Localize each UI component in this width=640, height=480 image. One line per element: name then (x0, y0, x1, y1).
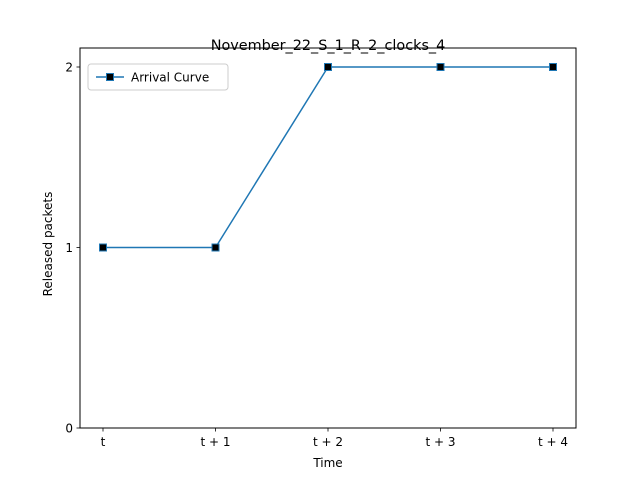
x-tick-label: t + 3 (425, 435, 455, 449)
legend-box (87, 63, 229, 91)
x-axis-label: Time (312, 456, 342, 470)
data-point-marker (99, 243, 107, 252)
legend-marker-swatch (106, 73, 114, 81)
y-tick-label: 1 (65, 241, 73, 255)
y-axis-label: Released packets (41, 192, 55, 297)
x-tick-label: t + 4 (538, 435, 568, 449)
data-point-marker (436, 63, 445, 71)
data-point-marker (324, 63, 332, 71)
data-point-marker (211, 243, 220, 252)
chart-title: November_22_S_1_R_2_clocks_4 (211, 38, 446, 54)
x-tick-label: t + 1 (200, 435, 230, 449)
axes-frame (79, 47, 577, 429)
series-line (103, 66, 553, 249)
data-point-marker (549, 63, 557, 71)
legend-label: Arrival Curve (131, 71, 209, 85)
legend: Arrival Curve (87, 63, 229, 91)
x-tick-label: t + 2 (313, 435, 343, 449)
y-tick-label: 2 (65, 61, 73, 75)
y-tick-label: 0 (65, 422, 73, 436)
x-tick-label: t (101, 435, 106, 449)
plot-area: t t + 1 t + 2 t + 3 t + 4 0 1 2 (65, 61, 568, 450)
